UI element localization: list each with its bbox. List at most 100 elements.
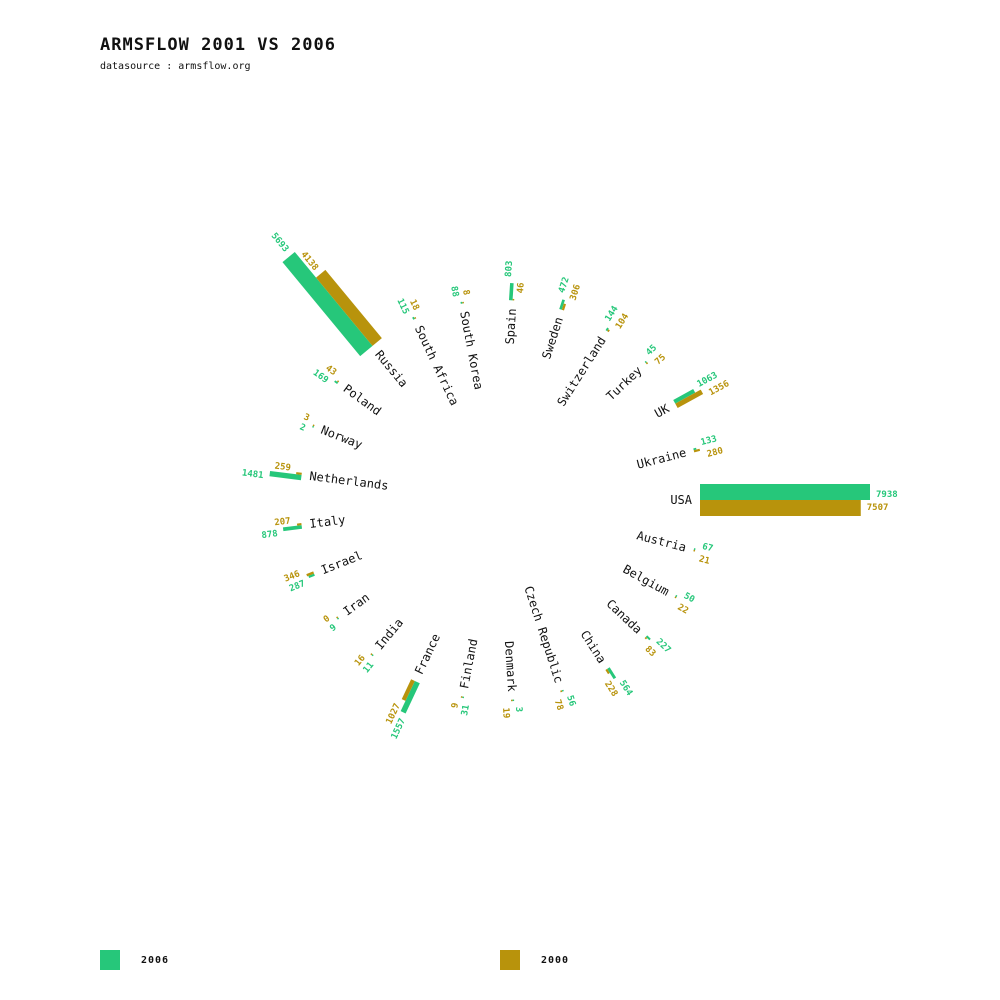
bar-2000-austria xyxy=(693,549,696,552)
bar-2006-france xyxy=(400,680,420,714)
bar-2000-uk xyxy=(675,389,704,409)
category-label-iran: Iran xyxy=(341,590,373,618)
value-label-2006-denmark: 3 xyxy=(513,706,523,712)
value-label-2000-south-africa: 18 xyxy=(407,298,421,312)
value-label-2006-south-korea: 88 xyxy=(448,285,460,298)
bar-2006-sweden xyxy=(559,299,565,310)
value-label-2000-sweden: 306 xyxy=(569,283,584,302)
value-label-2000-china: 228 xyxy=(602,680,619,699)
category-label-czech-republic: Czech Republic xyxy=(521,584,566,685)
bar-2006-denmark xyxy=(512,699,515,702)
bar-2006-uk xyxy=(673,388,696,404)
bar-2006-russia xyxy=(282,251,373,357)
category-label-norway: Norway xyxy=(319,423,364,452)
bar-2000-israel xyxy=(306,571,315,577)
bar-2000-finland xyxy=(460,696,463,698)
chart-title: ARMSFLOW 2001 VS 2006 xyxy=(100,35,336,55)
value-label-2000-turkey: 75 xyxy=(653,353,668,368)
legend-swatch-2006 xyxy=(100,950,120,970)
bar-2000-usa xyxy=(700,500,861,516)
value-label-2000-italy: 207 xyxy=(274,516,291,528)
value-label-2000-norway: 3 xyxy=(302,412,311,423)
chart-subtitle: datasource : armsflow.org xyxy=(100,61,251,72)
bar-2000-spain xyxy=(512,298,515,301)
bar-2006-south-africa xyxy=(412,316,415,320)
value-label-2006-netherlands: 1481 xyxy=(241,468,264,481)
value-label-2000-austria: 21 xyxy=(698,555,711,567)
value-label-2006-iran: 9 xyxy=(328,623,338,634)
bar-2006-netherlands xyxy=(269,470,302,481)
value-label-2000-iran: 0 xyxy=(322,614,332,625)
bar-2000-norway xyxy=(312,424,315,427)
bar-2006-czech-republic xyxy=(561,689,564,692)
category-group-norway: Norway 23 xyxy=(298,412,364,452)
bar-2000-china xyxy=(605,668,610,675)
value-label-2006-finland: 31 xyxy=(460,704,472,717)
value-label-2006-canada: 227 xyxy=(654,637,673,655)
value-label-2006-norway: 2 xyxy=(298,423,307,434)
category-label-ukraine: Ukraine xyxy=(635,445,687,471)
category-label-italy: Italy xyxy=(309,513,347,531)
value-label-2000-usa: 7507 xyxy=(867,503,889,513)
category-label-turkey: Turkey xyxy=(604,363,645,403)
category-label-switzerland: Switzerland xyxy=(554,334,608,409)
category-group-netherlands: Netherlands 1481 259 xyxy=(241,462,389,493)
bar-2006-china xyxy=(607,667,617,680)
bar-2006-ukraine xyxy=(693,447,697,451)
value-label-2006-ukraine: 133 xyxy=(700,434,718,448)
bar-2006-austria xyxy=(693,548,696,551)
bar-2000-south-korea xyxy=(462,301,465,304)
value-label-2000-denmark: 19 xyxy=(500,707,511,718)
bar-2006-belgium xyxy=(675,594,678,598)
value-label-2006-south-africa: 115 xyxy=(394,297,410,316)
legend-swatch-2000 xyxy=(500,950,520,970)
bar-2000-denmark xyxy=(511,699,513,702)
category-group-finland: Finland 319 xyxy=(450,638,480,717)
bar-2000-south-africa xyxy=(414,317,417,320)
category-label-south-africa: South Africa xyxy=(412,323,462,407)
category-label-poland: Poland xyxy=(341,381,384,418)
value-label-2006-czech-republic: 56 xyxy=(564,694,577,707)
category-label-austria: Austria xyxy=(635,528,687,554)
bar-2006-iran xyxy=(336,617,340,620)
bar-2006-norway xyxy=(312,425,315,428)
category-label-sweden: Sweden xyxy=(539,315,566,361)
legend-label-2000: 2000 xyxy=(541,954,570,966)
bar-2000-switzerland xyxy=(607,329,610,333)
bar-2000-sweden xyxy=(561,303,567,311)
value-label-2006-italy: 878 xyxy=(261,529,278,541)
bar-2000-canada xyxy=(644,636,648,640)
bar-2000-iran xyxy=(336,616,339,619)
category-label-spain: Spain xyxy=(503,308,519,345)
legend-item-2006: 2006 xyxy=(100,950,169,970)
category-label-russia: Russia xyxy=(372,348,410,390)
category-label-india: India xyxy=(372,616,406,653)
value-label-2006-austria: 67 xyxy=(701,542,714,554)
category-label-israel: Israel xyxy=(319,548,364,577)
value-label-2000-canada: 83 xyxy=(643,644,658,659)
bar-2006-usa xyxy=(700,484,870,500)
category-label-uk: UK xyxy=(652,401,672,421)
value-label-2006-sweden: 472 xyxy=(557,276,572,295)
bar-2006-poland xyxy=(334,380,339,385)
bar-2000-france xyxy=(401,679,415,701)
value-label-2000-netherlands: 259 xyxy=(274,462,291,474)
category-label-france: France xyxy=(412,632,443,677)
legend-item-2000: 2000 xyxy=(500,950,569,970)
bar-2000-turkey xyxy=(645,361,649,365)
